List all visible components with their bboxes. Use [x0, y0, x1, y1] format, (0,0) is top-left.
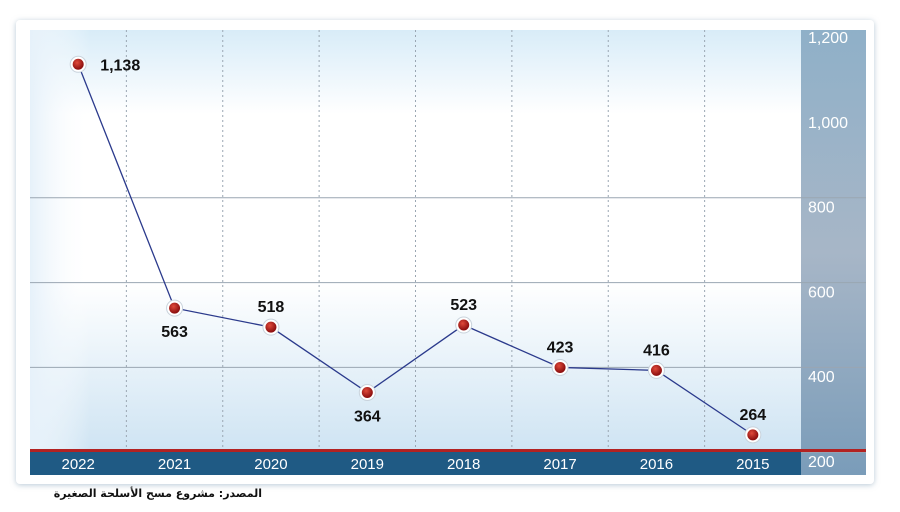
- x-axis-ticks: 2022 2021 2020 2019 2018 2017 2016 2015: [62, 456, 770, 473]
- data-label: 1,138: [100, 57, 140, 74]
- data-point: [265, 321, 277, 333]
- y-tick-label: 400: [808, 369, 835, 386]
- x-axis-band: [30, 452, 801, 475]
- x-tick-label: 2022: [62, 456, 95, 473]
- data-point: [554, 361, 566, 373]
- data-point: [650, 364, 662, 376]
- x-tick-label: 2017: [543, 456, 576, 473]
- y-tick-label: 600: [808, 284, 835, 301]
- y-tick-label: 1,000: [808, 115, 848, 132]
- x-tick-label: 2021: [158, 456, 191, 473]
- data-label: 523: [450, 297, 477, 314]
- data-point: [361, 386, 373, 398]
- x-tick-label: 2018: [447, 456, 480, 473]
- series-line: [77, 64, 754, 436]
- x-tick-label: 2016: [640, 456, 673, 473]
- data-point: [458, 319, 470, 331]
- plot-left-shade: [30, 30, 90, 450]
- data-label: 423: [547, 339, 574, 356]
- y-tick-label: 1,200: [808, 30, 848, 47]
- x-tick-label: 2020: [254, 456, 287, 473]
- data-labels: 1,138 563 518 364 523 423 416 264: [100, 57, 766, 425]
- data-label: 364: [354, 408, 381, 425]
- data-point: [747, 429, 759, 441]
- data-label: 416: [643, 342, 670, 359]
- data-point: [169, 302, 181, 314]
- x-tick-label: 2015: [736, 456, 769, 473]
- data-point: [72, 58, 84, 70]
- data-points: [69, 55, 762, 444]
- y-tick-label: 800: [808, 200, 835, 217]
- data-label: 264: [739, 407, 766, 424]
- data-label: 563: [161, 324, 188, 341]
- y-axis-panel: [801, 30, 866, 475]
- data-label: 518: [258, 299, 285, 316]
- source-note: المصدر: مشروع مسح الأسلحة الصغيرة: [53, 487, 262, 500]
- x-tick-label: 2019: [351, 456, 384, 473]
- y-tick-label: 200: [808, 454, 835, 471]
- y-axis-ticks: 1,200 1,000 800 600 400 200: [808, 30, 848, 471]
